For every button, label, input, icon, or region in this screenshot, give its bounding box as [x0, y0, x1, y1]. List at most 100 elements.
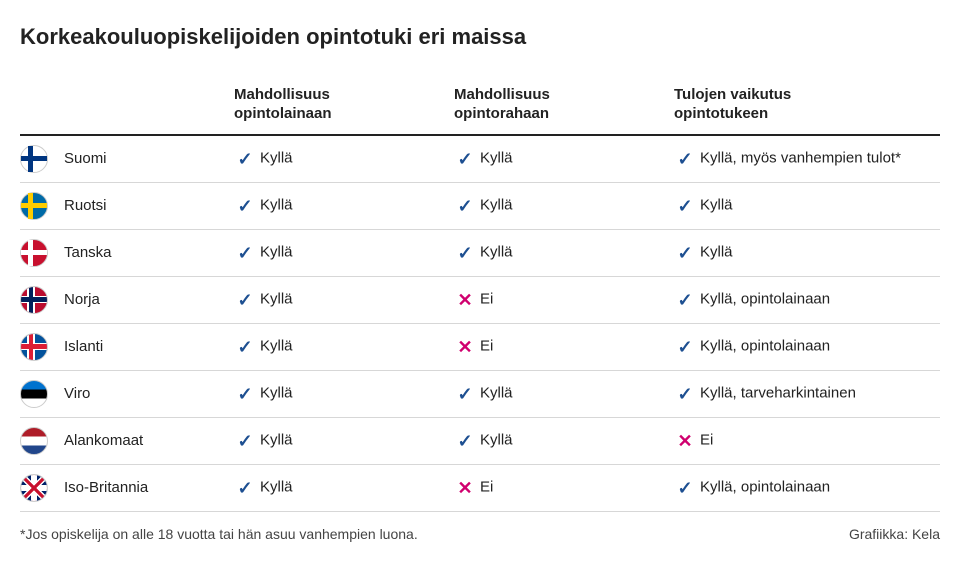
cell-text-grant: Kyllä	[480, 197, 513, 214]
cell-flag	[20, 276, 64, 323]
cell-grant: ✓Kyllä	[454, 182, 674, 229]
cell-loan: ✓Kyllä	[234, 182, 454, 229]
cell-text-income: Ei	[700, 432, 713, 449]
check-icon: ✓	[234, 197, 256, 215]
cell-text-income: Kyllä, opintolainaan	[700, 291, 830, 308]
check-icon: ✓	[674, 197, 696, 215]
cell-loan: ✓Kyllä	[234, 417, 454, 464]
cell-flag	[20, 135, 64, 183]
check-icon: ✓	[454, 385, 476, 403]
cell-flag	[20, 229, 64, 276]
cell-income: ✕Ei	[674, 417, 940, 464]
cell-text-grant: Kyllä	[480, 432, 513, 449]
cell-country: Norja	[64, 276, 234, 323]
check-icon: ✓	[234, 432, 256, 450]
check-icon: ✓	[454, 244, 476, 262]
cross-icon: ✕	[454, 479, 476, 497]
cell-grant: ✓Kyllä	[454, 229, 674, 276]
cell-text-loan: Kyllä	[260, 150, 293, 167]
check-icon: ✓	[234, 150, 256, 168]
col-header-grant: Mahdollisuusopintorahaan	[454, 86, 674, 135]
col-header-loan-text: Mahdollisuusopintolainaan	[234, 86, 332, 122]
cell-country: Viro	[64, 370, 234, 417]
check-icon: ✓	[234, 291, 256, 309]
check-icon: ✓	[234, 385, 256, 403]
cell-income: ✓Kyllä	[674, 182, 940, 229]
cell-text-loan: Kyllä	[260, 244, 293, 261]
cell-income: ✓Kyllä, opintolainaan	[674, 464, 940, 511]
cell-text-grant: Ei	[480, 291, 493, 308]
check-icon: ✓	[674, 150, 696, 168]
table-row: Iso-Britannia✓Kyllä✕Ei✓Kyllä, opintolain…	[20, 464, 940, 511]
cell-flag	[20, 323, 64, 370]
cell-text-grant: Kyllä	[480, 244, 513, 261]
flag-icon	[20, 239, 48, 267]
cell-text-income: Kyllä	[700, 244, 733, 261]
col-header-flag	[20, 86, 64, 135]
check-icon: ✓	[674, 385, 696, 403]
check-icon: ✓	[674, 291, 696, 309]
cell-flag	[20, 464, 64, 511]
cell-text-grant: Kyllä	[480, 150, 513, 167]
cell-text-loan: Kyllä	[260, 432, 293, 449]
check-icon: ✓	[234, 244, 256, 262]
col-header-grant-text: Mahdollisuusopintorahaan	[454, 86, 550, 122]
cell-loan: ✓Kyllä	[234, 323, 454, 370]
cell-grant: ✓Kyllä	[454, 135, 674, 183]
cell-income: ✓Kyllä, myös vanhempien tulot*	[674, 135, 940, 183]
cell-income: ✓Kyllä, tarveharkintainen	[674, 370, 940, 417]
cell-grant: ✓Kyllä	[454, 417, 674, 464]
cell-text-income: Kyllä, opintolainaan	[700, 479, 830, 496]
check-icon: ✓	[454, 432, 476, 450]
footnote: *Jos opiskelija on alle 18 vuotta tai hä…	[20, 526, 418, 542]
table-row: Alankomaat✓Kyllä✓Kyllä✕Ei	[20, 417, 940, 464]
table-body: Suomi✓Kyllä✓Kyllä✓Kyllä, myös vanhempien…	[20, 135, 940, 512]
cell-grant: ✕Ei	[454, 276, 674, 323]
flag-icon	[20, 333, 48, 361]
cell-income: ✓Kyllä, opintolainaan	[674, 323, 940, 370]
table-row: Tanska✓Kyllä✓Kyllä✓Kyllä	[20, 229, 940, 276]
cross-icon: ✕	[454, 338, 476, 356]
flag-icon	[20, 474, 48, 502]
cell-income: ✓Kyllä, opintolainaan	[674, 276, 940, 323]
table-row: Islanti✓Kyllä✕Ei✓Kyllä, opintolainaan	[20, 323, 940, 370]
footer: *Jos opiskelija on alle 18 vuotta tai hä…	[20, 526, 940, 542]
table-row: Suomi✓Kyllä✓Kyllä✓Kyllä, myös vanhempien…	[20, 135, 940, 183]
cell-loan: ✓Kyllä	[234, 135, 454, 183]
cell-income: ✓Kyllä	[674, 229, 940, 276]
table-row: Ruotsi✓Kyllä✓Kyllä✓Kyllä	[20, 182, 940, 229]
cell-grant: ✓Kyllä	[454, 370, 674, 417]
cell-flag	[20, 370, 64, 417]
cell-loan: ✓Kyllä	[234, 464, 454, 511]
check-icon: ✓	[454, 150, 476, 168]
flag-icon	[20, 286, 48, 314]
cell-loan: ✓Kyllä	[234, 229, 454, 276]
cell-flag	[20, 417, 64, 464]
page-title: Korkeakouluopiskelijoiden opintotuki eri…	[20, 24, 940, 50]
cell-flag	[20, 182, 64, 229]
cell-text-loan: Kyllä	[260, 291, 293, 308]
table-header-row: Mahdollisuusopintolainaan Mahdollisuusop…	[20, 86, 940, 135]
check-icon: ✓	[454, 197, 476, 215]
cell-text-income: Kyllä, tarveharkintainen	[700, 385, 856, 402]
cell-text-income: Kyllä, myös vanhempien tulot*	[700, 150, 901, 167]
cell-grant: ✕Ei	[454, 464, 674, 511]
flag-icon	[20, 192, 48, 220]
flag-icon	[20, 427, 48, 455]
flag-icon	[20, 380, 48, 408]
cell-country: Suomi	[64, 135, 234, 183]
table-row: Norja✓Kyllä✕Ei✓Kyllä, opintolainaan	[20, 276, 940, 323]
cell-text-loan: Kyllä	[260, 385, 293, 402]
col-header-loan: Mahdollisuusopintolainaan	[234, 86, 454, 135]
check-icon: ✓	[674, 244, 696, 262]
cell-country: Iso-Britannia	[64, 464, 234, 511]
check-icon: ✓	[234, 479, 256, 497]
table-row: Viro✓Kyllä✓Kyllä✓Kyllä, tarveharkintaine…	[20, 370, 940, 417]
credit: Grafiikka: Kela	[849, 526, 940, 542]
cell-country: Tanska	[64, 229, 234, 276]
cell-text-grant: Kyllä	[480, 385, 513, 402]
cell-country: Islanti	[64, 323, 234, 370]
cell-text-loan: Kyllä	[260, 338, 293, 355]
cell-grant: ✕Ei	[454, 323, 674, 370]
cross-icon: ✕	[674, 432, 696, 450]
